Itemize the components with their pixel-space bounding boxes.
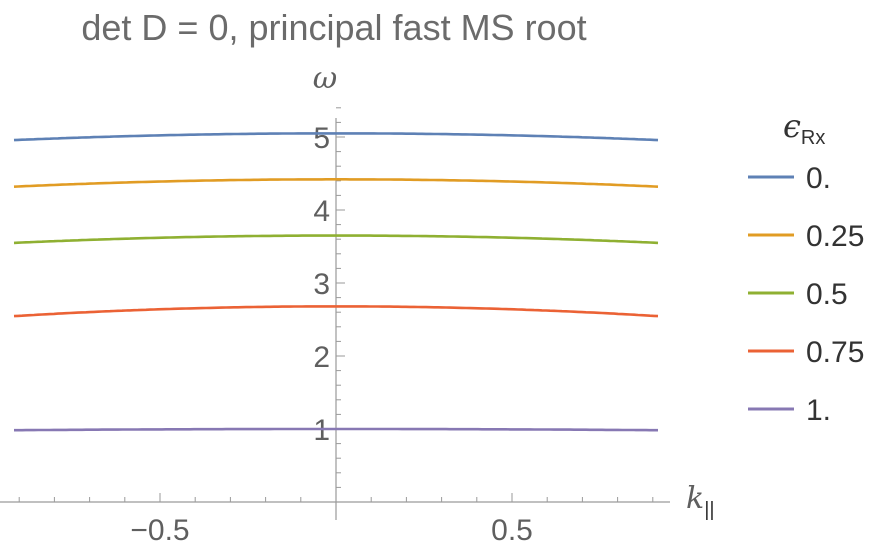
- x-tick-label: −0.5: [130, 514, 189, 547]
- series-line-0: [13, 132, 659, 142]
- y-ticks: 1 2 3 4 5: [313, 107, 345, 488]
- y-tick-label: 5: [313, 122, 330, 155]
- legend-items: 0. 0.25 0.5 0.75 1.: [748, 162, 864, 427]
- y-tick-label: 1: [313, 414, 330, 447]
- x-axis-label-main: k: [686, 481, 704, 516]
- legend-title: ϵRx: [783, 107, 825, 149]
- y-tick-label: 3: [313, 268, 330, 301]
- legend-label-0: 0.: [806, 162, 831, 195]
- series-line-2: [13, 234, 659, 245]
- legend-title-main: ϵ: [783, 107, 801, 145]
- legend-label-1: 0.25: [806, 220, 864, 253]
- x-ticks: −0.5 0.5: [18, 493, 654, 547]
- y-tick-label: 4: [313, 195, 330, 228]
- series-line-3: [13, 305, 659, 318]
- axes: −0.5 0.5 1 2 3 4 5: [0, 107, 670, 547]
- y-axis-label: ω: [313, 61, 337, 96]
- series-line-1: [13, 178, 659, 188]
- legend-label-3: 0.75: [806, 336, 864, 369]
- series-line-4: [14, 427, 658, 432]
- legend-label-4: 1.: [806, 394, 831, 427]
- series-lines: [13, 132, 659, 432]
- legend: ϵRx 0. 0.25 0.5 0.75 1.: [748, 107, 864, 427]
- x-axis-label-sub: ||: [704, 499, 714, 521]
- x-tick-label: 0.5: [491, 514, 533, 547]
- legend-label-2: 0.5: [806, 278, 848, 311]
- legend-title-sub: Rx: [801, 127, 825, 149]
- y-tick-label: 2: [313, 341, 330, 374]
- x-axis-label: k||: [686, 481, 715, 521]
- chart-title: det D = 0, principal fast MS root: [81, 7, 586, 48]
